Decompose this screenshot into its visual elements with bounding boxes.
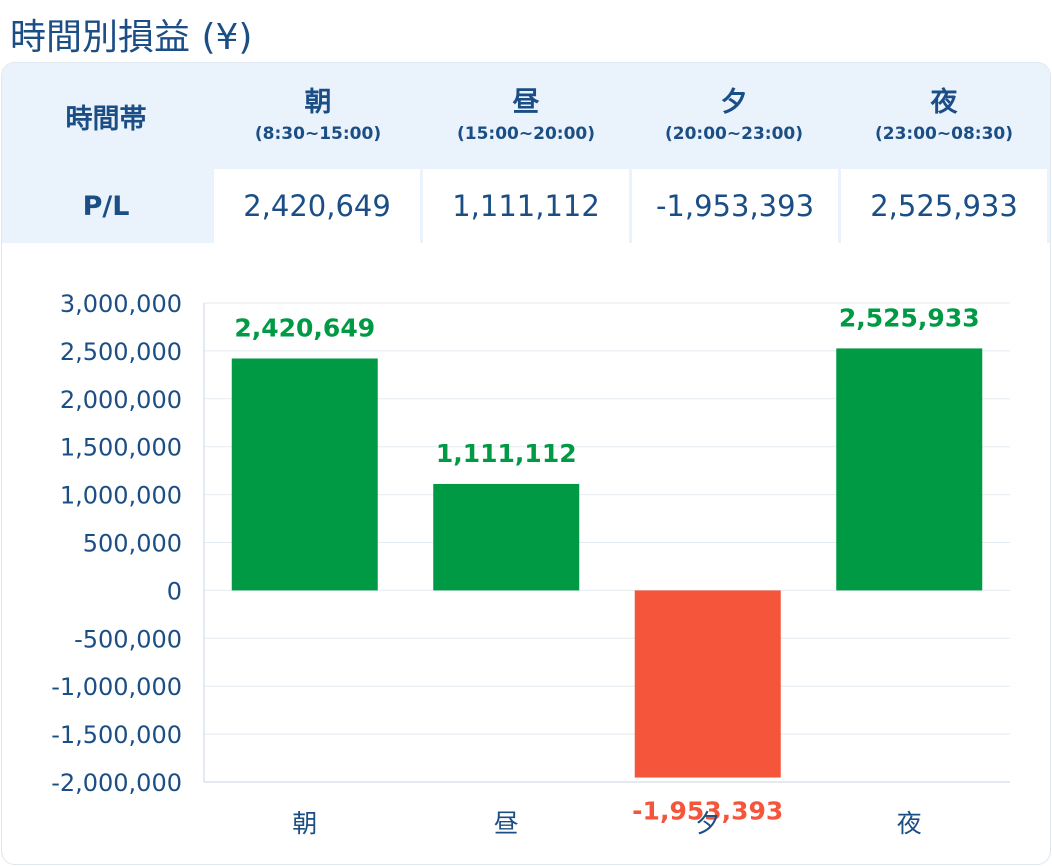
x-tick-label: 朝 bbox=[292, 809, 317, 838]
pl-cell-evening: -1,953,393 bbox=[632, 169, 838, 243]
pl-cell-noon: 1,111,112 bbox=[423, 169, 629, 243]
y-tick-label: -1,000,000 bbox=[51, 673, 182, 701]
pl-cell-morning: 2,420,649 bbox=[214, 169, 420, 243]
column-header-night: 夜 (23:00~08:30) bbox=[840, 63, 1048, 169]
x-tick-label: 昼 bbox=[494, 809, 519, 838]
x-axis: 朝昼夕夜 bbox=[292, 809, 922, 838]
y-tick-label: 1,500,000 bbox=[60, 434, 182, 462]
x-tick-label: 夕 bbox=[695, 809, 720, 838]
column-header-evening: 夕 (20:00~23:00) bbox=[630, 63, 838, 169]
column-range: (23:00~08:30) bbox=[874, 124, 1013, 144]
y-tick-label: 500,000 bbox=[83, 530, 182, 558]
y-tick-label: 0 bbox=[167, 577, 182, 605]
pl-row-label: P/L bbox=[82, 190, 130, 222]
column-name: 夜 bbox=[930, 87, 958, 118]
column-range: (8:30~15:00) bbox=[254, 124, 382, 144]
timeslot-header-label: 時間帯 bbox=[65, 103, 147, 135]
y-tick-label: -1,500,000 bbox=[51, 721, 182, 749]
bar-2 bbox=[634, 590, 781, 778]
y-tick-label: 2,000,000 bbox=[60, 386, 182, 414]
y-tick-label: -2,000,000 bbox=[51, 769, 182, 797]
y-tick-label: 1,000,000 bbox=[60, 482, 182, 510]
column-header-noon: 昼 (15:00~20:00) bbox=[422, 63, 630, 169]
data-label-0: 2,420,649 bbox=[234, 314, 375, 343]
y-tick-label: 2,500,000 bbox=[60, 338, 182, 366]
bars bbox=[231, 348, 983, 778]
y-axis: 3,000,000 2,500,000 2,000,000 1,500,000 1,00… bbox=[51, 290, 1010, 797]
y-tick-label: 3,000,000 bbox=[60, 290, 182, 318]
x-tick-label: 夜 bbox=[897, 809, 922, 838]
bar-0 bbox=[231, 358, 378, 591]
column-range: (15:00~20:00) bbox=[456, 124, 595, 144]
column-name: 昼 bbox=[512, 87, 540, 118]
y-tick-label: -500,000 bbox=[74, 625, 182, 653]
column-range: (20:00~23:00) bbox=[664, 124, 803, 144]
column-header-morning: 朝 (8:30~15:00) bbox=[214, 63, 422, 169]
pl-table: 時間帯 朝 (8:30~15:00) 昼 (15:00~20:00) 夕 (20… bbox=[2, 63, 1050, 243]
pl-cell-night: 2,525,933 bbox=[841, 169, 1047, 243]
page-title: 時間別損益 (¥) bbox=[10, 17, 253, 58]
data-label-1: 1,111,112 bbox=[436, 439, 577, 468]
column-name: 夕 bbox=[720, 87, 748, 118]
data-label-2: -1,953,393 bbox=[632, 797, 783, 826]
bar-1 bbox=[433, 483, 580, 591]
data-labels: 2,420,649 1,111,112 -1,953,393 2,525,933 bbox=[234, 303, 979, 825]
data-label-3: 2,525,933 bbox=[839, 303, 980, 332]
bar-3 bbox=[836, 348, 983, 591]
column-name: 朝 bbox=[304, 87, 332, 118]
